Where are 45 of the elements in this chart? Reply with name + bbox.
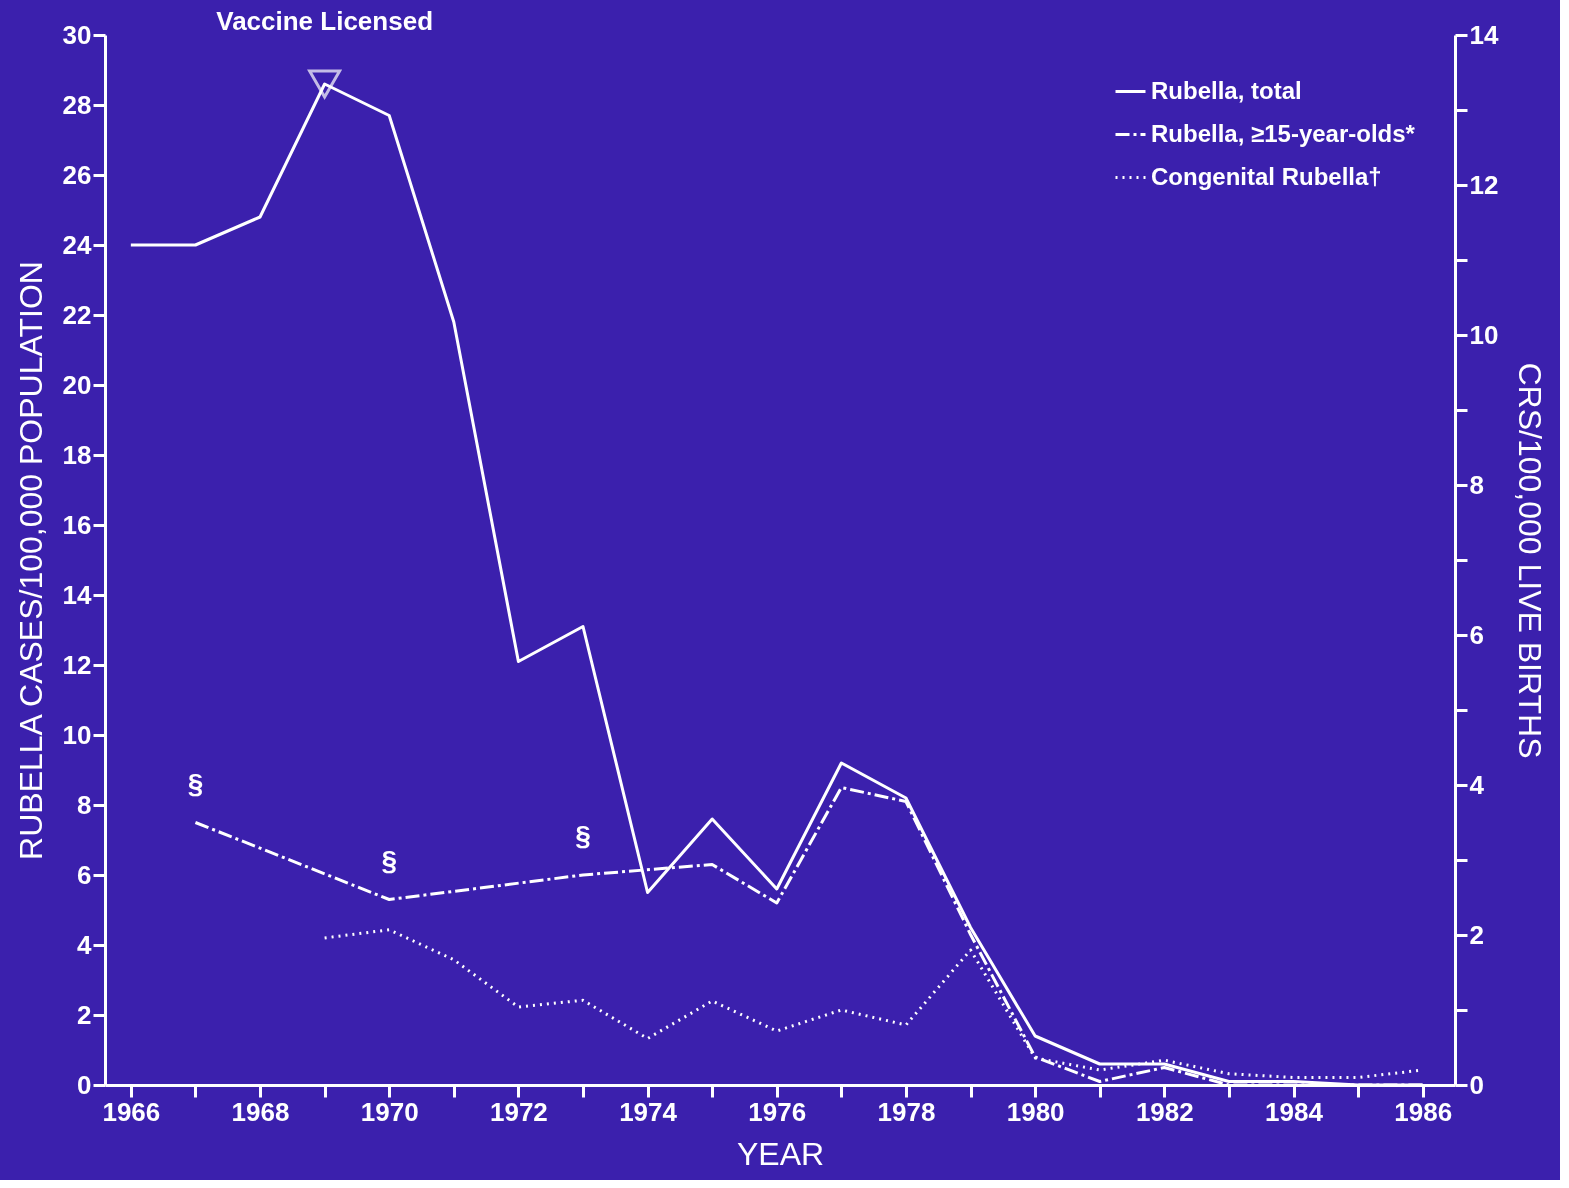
y-tick-label: 30 (62, 19, 92, 50)
x-tick-label: 1986 (1394, 1096, 1453, 1127)
y2-tick-label: 0 (1469, 1069, 1484, 1100)
y-axis-title: RUBELLA CASES/100,000 POPULATION (12, 261, 49, 860)
y-tick-label: 18 (62, 439, 92, 470)
x-tick-label: 1968 (231, 1096, 290, 1127)
y-tick-label: 6 (77, 859, 92, 890)
legend-label: Rubella, total (1151, 76, 1302, 104)
y2-axis-title: CRS/100,000 LIVE BIRTHS (1512, 362, 1549, 759)
y-tick-label: 10 (62, 719, 92, 750)
x-tick-label: 1984 (1265, 1096, 1324, 1127)
x-tick-label: 1982 (1135, 1096, 1194, 1127)
y2-tick-label: 4 (1469, 769, 1485, 800)
x-axis-title: YEAR (736, 1135, 825, 1172)
annotation: Vaccine Licensed (216, 6, 434, 36)
y-tick-label: 22 (62, 299, 92, 330)
y-tick-label: 0 (77, 1069, 92, 1100)
y-tick-label: 4 (77, 929, 93, 960)
x-tick-label: 1966 (102, 1096, 161, 1127)
legend-label: Congenital Rubella† (1151, 162, 1382, 190)
legend-label: Rubella, ≥15-year-olds* (1151, 119, 1416, 147)
y2-tick-label: 8 (1469, 469, 1484, 500)
y-tick-label: 24 (62, 229, 93, 260)
y-tick-label: 28 (62, 89, 92, 120)
x-tick-label: 1976 (748, 1096, 807, 1127)
y2-tick-label: 10 (1469, 319, 1499, 350)
x-tick-label: 1978 (877, 1096, 936, 1127)
x-tick-label: 1974 (619, 1096, 678, 1127)
annotation: § (381, 844, 397, 876)
y-tick-label: 12 (62, 649, 92, 680)
x-tick-label: 1972 (489, 1096, 548, 1127)
annotation: § (187, 767, 204, 799)
y-tick-label: 2 (77, 999, 92, 1030)
y-tick-label: 16 (62, 509, 92, 540)
x-tick-label: 1980 (1006, 1096, 1065, 1127)
y2-tick-label: 12 (1469, 169, 1499, 200)
x-tick-label: 1970 (360, 1096, 419, 1127)
y2-tick-label: 2 (1469, 919, 1484, 950)
y2-tick-label: 6 (1469, 619, 1484, 650)
y2-tick-label: 14 (1469, 19, 1499, 50)
y-tick-label: 26 (62, 159, 92, 190)
y-tick-label: 20 (62, 369, 92, 400)
y-tick-label: 14 (62, 579, 93, 610)
annotation: § (575, 820, 591, 851)
y-tick-label: 8 (77, 789, 92, 820)
